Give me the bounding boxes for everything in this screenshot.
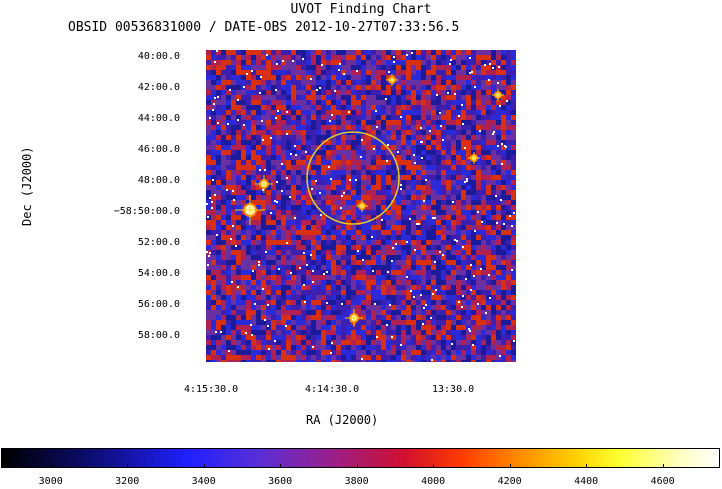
colorbar xyxy=(1,448,720,468)
colorbar-tick-label: 3000 xyxy=(38,476,63,487)
colorbar-tick-mark xyxy=(356,464,358,468)
colorbar-tick-mark xyxy=(662,464,664,468)
colorbar-tick-mark xyxy=(509,464,511,468)
y-tick-label: 54:00.0 xyxy=(137,268,180,279)
colorbar-tick-mark xyxy=(127,464,129,468)
y-tick-label: 48:00.0 xyxy=(137,175,180,186)
y-tick-label: 58:00.0 xyxy=(137,330,180,341)
sky-image xyxy=(206,50,516,362)
x-axis-label: RA (J2000) xyxy=(306,413,379,427)
colorbar-tick-mark xyxy=(586,464,588,468)
star-source xyxy=(235,195,265,225)
x-tick-label: 4:15:30.0 xyxy=(184,384,239,395)
star-source xyxy=(492,89,504,101)
y-tick-label: 56:00.0 xyxy=(137,299,180,310)
y-tick-label: 42:00.0 xyxy=(137,82,180,93)
colorbar-tick-label: 4000 xyxy=(421,476,446,487)
chart-title: UVOT Finding Chart xyxy=(290,2,432,17)
colorbar-tick-label: 4200 xyxy=(497,476,522,487)
y-tick-label: −58:50:00.0 xyxy=(113,206,180,217)
star-source xyxy=(356,200,368,212)
source-region-circle xyxy=(306,131,400,225)
star-source xyxy=(468,152,480,164)
y-axis-label: Dec (J2000) xyxy=(20,146,34,226)
star-source xyxy=(255,175,273,193)
colorbar-tick-label: 3400 xyxy=(191,476,216,487)
y-tick-label: 52:00.0 xyxy=(137,237,180,248)
x-tick-label: 13:30.0 xyxy=(432,384,475,395)
colorbar-tick-label: 4400 xyxy=(574,476,599,487)
star-source xyxy=(345,309,363,327)
colorbar-tick-mark xyxy=(203,464,205,468)
y-tick-label: 46:00.0 xyxy=(137,144,180,155)
chart-subtitle: OBSID 00536831000 / DATE-OBS 2012-10-27T… xyxy=(68,20,460,35)
colorbar-tick-label: 3800 xyxy=(344,476,369,487)
colorbar-tick-label: 4600 xyxy=(650,476,675,487)
colorbar-tick-mark xyxy=(433,464,435,468)
y-tick-label: 40:00.0 xyxy=(137,51,180,62)
y-tick-label: 44:00.0 xyxy=(137,113,180,124)
colorbar-tick-label: 3200 xyxy=(115,476,140,487)
colorbar-tick-mark xyxy=(50,464,52,468)
star-source xyxy=(386,74,398,86)
colorbar-tick-mark xyxy=(280,464,282,468)
colorbar-tick-label: 3600 xyxy=(268,476,293,487)
x-tick-label: 4:14:30.0 xyxy=(305,384,360,395)
